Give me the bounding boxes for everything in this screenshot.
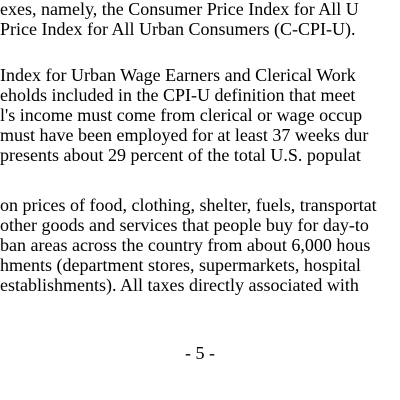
text-line: hments (department stores, supermarkets,… bbox=[0, 255, 361, 275]
page-number: - 5 - bbox=[185, 343, 215, 363]
text-line: must have been employed for at least 37 … bbox=[0, 125, 369, 145]
text-line: eholds included in the CPI-U definition … bbox=[0, 85, 356, 105]
text-line: exes, namely, the Consumer Price Index f… bbox=[0, 0, 359, 19]
text-line: on prices of food, clothing, shelter, fu… bbox=[0, 195, 377, 215]
text-line: Price Index for All Urban Consumers (C-C… bbox=[0, 19, 356, 39]
text-line: Index for Urban Wage Earners and Clerica… bbox=[0, 65, 356, 85]
text-line: establishments). All taxes directly asso… bbox=[0, 275, 359, 295]
text-line: ban areas across the country from about … bbox=[0, 235, 371, 255]
text-line: other goods and services that people buy… bbox=[0, 215, 369, 235]
text-line: l's income must come from clerical or wa… bbox=[0, 105, 363, 125]
text-line: presents about 29 percent of the total U… bbox=[0, 145, 361, 165]
